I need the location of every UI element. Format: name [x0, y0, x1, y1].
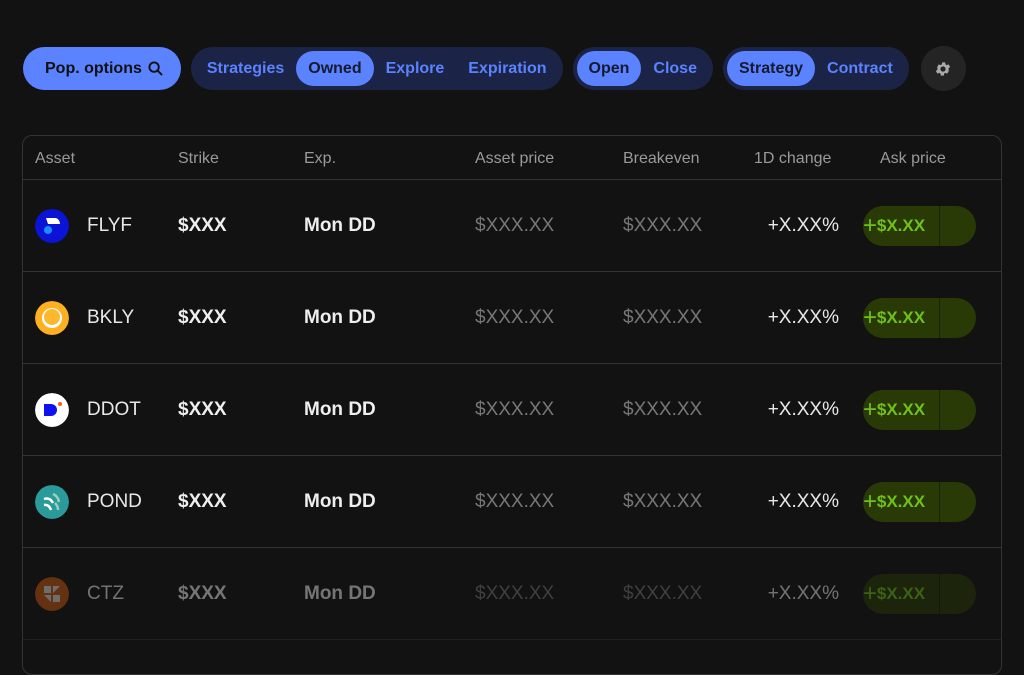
- asset-symbol: POND: [87, 491, 142, 512]
- strike-value: $XXX: [178, 399, 227, 420]
- expiration-value: Mon DD: [304, 215, 376, 236]
- breakeven-value: $XXX.XX: [623, 307, 703, 328]
- expiration-value: Mon DD: [304, 307, 376, 328]
- expiration-value: Mon DD: [304, 491, 376, 512]
- ask-price-button[interactable]: $X.XX +: [863, 390, 976, 430]
- change-value: +X.XX%: [767, 399, 839, 420]
- table-row[interactable]: POND $XXX Mon DD $XXX.XX $XXX.XX +X.XX% …: [23, 456, 1001, 548]
- breakeven-value: $XXX.XX: [623, 491, 703, 512]
- header-strike[interactable]: Strike: [178, 150, 219, 167]
- strike-value: $XXX: [178, 583, 227, 604]
- type-tab-group: Strategy Contract: [722, 47, 909, 90]
- breakeven-value: $XXX.XX: [623, 399, 703, 420]
- breakeven-value: $XXX.XX: [623, 215, 703, 236]
- header-exp[interactable]: Exp.: [304, 150, 337, 167]
- breakeven-value: $XXX.XX: [623, 583, 703, 604]
- toolbar: Pop. options Strategies Owned Explore Ex…: [23, 46, 966, 91]
- ctz-logo-icon: [35, 577, 69, 611]
- ask-price-button[interactable]: $X.XX +: [863, 482, 976, 522]
- table-row[interactable]: FLYF $XXX Mon DD $XXX.XX $XXX.XX +X.XX% …: [23, 180, 1001, 272]
- positions-table: Asset Strike Exp. Asset price Breakeven …: [22, 135, 1002, 675]
- header-ask-price[interactable]: Ask price: [880, 150, 946, 167]
- tab-expiration[interactable]: Expiration: [468, 59, 547, 77]
- asset-symbol: FLYF: [87, 215, 133, 236]
- ddot-logo-icon: [35, 393, 69, 427]
- plus-icon[interactable]: +: [863, 580, 878, 607]
- gear-icon: [936, 61, 951, 76]
- search-icon: [148, 61, 163, 76]
- expiration-value: Mon DD: [304, 583, 376, 604]
- header-breakeven[interactable]: Breakeven: [623, 150, 700, 167]
- header-asset-price[interactable]: Asset price: [475, 150, 555, 167]
- change-value: +X.XX%: [767, 583, 839, 604]
- table-header: Asset Strike Exp. Asset price Breakeven …: [23, 136, 1001, 180]
- position-tab-group: Open Close: [572, 47, 713, 90]
- asset-price-value: $XXX.XX: [475, 399, 555, 420]
- tab-explore[interactable]: Explore: [385, 59, 445, 77]
- asset-price-value: $XXX.XX: [475, 491, 555, 512]
- plus-icon[interactable]: +: [863, 396, 878, 423]
- ask-price-value[interactable]: $X.XX: [863, 390, 940, 430]
- tab-strategies[interactable]: Strategies: [206, 59, 285, 77]
- tab-strategy[interactable]: Strategy: [726, 51, 816, 86]
- strike-value: $XXX: [178, 215, 227, 236]
- popular-options-button[interactable]: Pop. options: [23, 47, 181, 90]
- tab-contract[interactable]: Contract: [827, 59, 893, 77]
- ask-price-button[interactable]: $X.XX +: [863, 206, 976, 246]
- view-tab-group: Strategies Owned Explore Expiration: [190, 47, 563, 90]
- change-value: +X.XX%: [767, 307, 839, 328]
- header-1d-change[interactable]: 1D change: [754, 150, 832, 167]
- tab-open[interactable]: Open: [576, 51, 642, 86]
- ask-price-button[interactable]: $X.XX +: [863, 574, 976, 614]
- expiration-value: Mon DD: [304, 399, 376, 420]
- table-row[interactable]: DDOT $XXX Mon DD $XXX.XX $XXX.XX +X.XX% …: [23, 364, 1001, 456]
- ask-price-value[interactable]: $X.XX: [863, 482, 940, 522]
- asset-price-value: $XXX.XX: [475, 307, 555, 328]
- plus-icon[interactable]: +: [863, 488, 878, 515]
- table-row[interactable]: CTZ $XXX Mon DD $XXX.XX $XXX.XX +X.XX% $…: [23, 548, 1001, 640]
- table-row[interactable]: BKLY $XXX Mon DD $XXX.XX $XXX.XX +X.XX% …: [23, 272, 1001, 364]
- plus-icon[interactable]: +: [863, 212, 878, 239]
- ask-price-value[interactable]: $X.XX: [863, 206, 940, 246]
- plus-icon[interactable]: +: [863, 304, 878, 331]
- asset-symbol: DDOT: [87, 399, 141, 420]
- ask-price-button[interactable]: $X.XX +: [863, 298, 976, 338]
- tab-close[interactable]: Close: [653, 59, 697, 77]
- strike-value: $XXX: [178, 307, 227, 328]
- popular-options-label: Pop. options: [45, 59, 142, 77]
- pond-logo-icon: [35, 485, 69, 519]
- flyf-logo-icon: [35, 209, 69, 243]
- asset-symbol: CTZ: [87, 583, 124, 604]
- settings-button[interactable]: [920, 46, 966, 91]
- bkly-logo-icon: [35, 301, 69, 335]
- asset-price-value: $XXX.XX: [475, 215, 555, 236]
- strike-value: $XXX: [178, 491, 227, 512]
- header-asset[interactable]: Asset: [35, 150, 76, 167]
- ask-price-value[interactable]: $X.XX: [863, 298, 940, 338]
- change-value: +X.XX%: [767, 215, 839, 236]
- tab-owned[interactable]: Owned: [296, 51, 374, 86]
- asset-symbol: BKLY: [87, 307, 135, 328]
- change-value: +X.XX%: [767, 491, 839, 512]
- ask-price-value[interactable]: $X.XX: [863, 574, 940, 614]
- asset-price-value: $XXX.XX: [475, 583, 555, 604]
